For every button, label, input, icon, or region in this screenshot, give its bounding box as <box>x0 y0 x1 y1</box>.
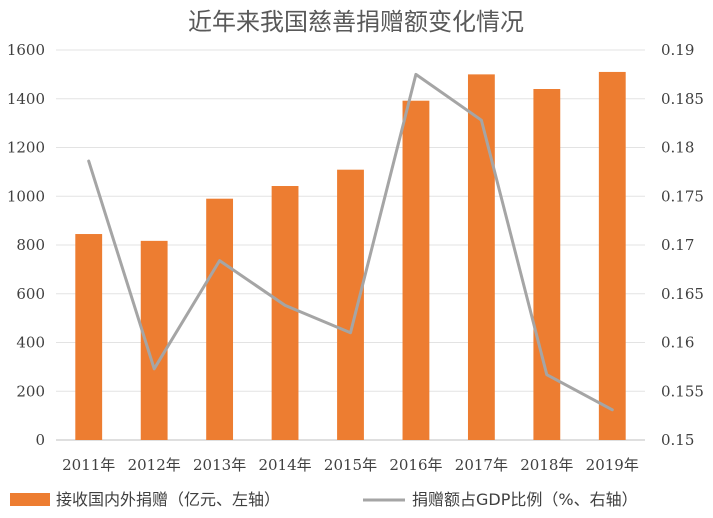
bar <box>337 169 364 440</box>
x-tick-label: 2018年 <box>520 456 573 474</box>
right-tick-label: 0.19 <box>661 41 694 59</box>
legend-label-line: 捐赠额占GDP比例（%、右轴） <box>412 490 638 509</box>
x-tick-label: 2013年 <box>193 456 246 474</box>
legend-swatch-bar <box>10 493 50 506</box>
right-tick-label: 0.17 <box>661 236 694 254</box>
x-tick-label: 2014年 <box>258 456 311 474</box>
x-tick-label: 2017年 <box>455 456 508 474</box>
line-series <box>87 72 614 412</box>
right-tick-label: 0.175 <box>661 187 704 205</box>
right-tick-label: 0.165 <box>661 285 704 303</box>
left-axis-ticks: 0 200 400 600 800 1000 1200 1400 1600 <box>7 41 45 449</box>
bar <box>75 234 103 440</box>
bar <box>271 186 299 440</box>
legend-label-bar: 接收国内外捐赠（亿元、左轴） <box>56 490 280 509</box>
chart-title: 近年来我国慈善捐赠额变化情况 <box>188 8 524 36</box>
right-tick-label: 0.15 <box>661 431 694 449</box>
left-tick-label: 1600 <box>7 41 45 59</box>
right-tick-label: 0.185 <box>661 90 704 108</box>
x-tick-label: 2016年 <box>389 456 442 474</box>
x-tick-label: 2011年 <box>62 456 115 474</box>
right-tick-label: 0.16 <box>661 334 694 352</box>
left-tick-label: 600 <box>16 285 45 303</box>
legend: 接收国内外捐赠（亿元、左轴） 捐赠额占GDP比例（%、右轴） <box>10 490 638 509</box>
right-tick-label: 0.155 <box>661 382 704 400</box>
x-axis-ticks: 2011年 2012年 2013年 2014年 2015年 2016年 2017年 2018年… <box>62 456 639 474</box>
left-tick-label: 0 <box>35 431 45 449</box>
left-tick-label: 800 <box>16 236 45 254</box>
bar <box>598 71 626 440</box>
left-tick-label: 200 <box>16 382 45 400</box>
left-tick-label: 1200 <box>7 139 45 157</box>
bar <box>206 198 234 440</box>
x-tick-label: 2019年 <box>586 456 639 474</box>
left-tick-label: 1000 <box>7 187 45 205</box>
right-axis-ticks: 0.15 0.155 0.16 0.165 0.17 0.175 0.18 0.185 0.19 <box>661 41 704 449</box>
left-tick-label: 400 <box>16 334 45 352</box>
right-tick-label: 0.18 <box>661 139 694 157</box>
x-tick-label: 2015年 <box>324 456 377 474</box>
left-tick-label: 1400 <box>7 90 45 108</box>
bar <box>467 74 495 440</box>
x-tick-label: 2012年 <box>128 456 181 474</box>
bar <box>402 100 430 440</box>
bar-series <box>75 71 626 440</box>
series-line <box>87 72 614 412</box>
bar <box>533 89 561 440</box>
